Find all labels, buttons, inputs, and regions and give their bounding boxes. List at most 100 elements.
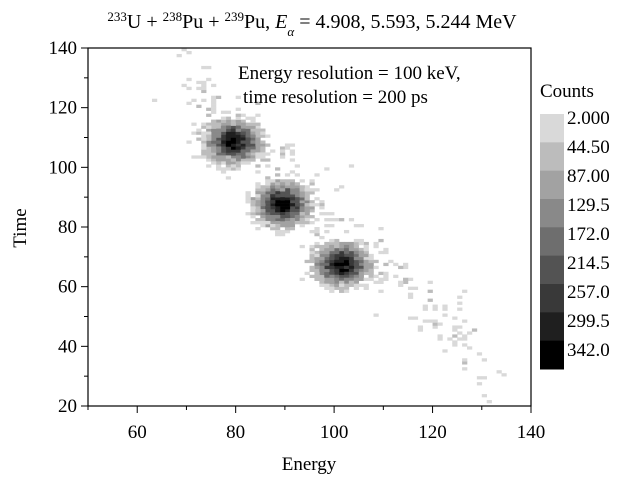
heatmap-cell: [309, 206, 315, 210]
heatmap-cell: [294, 164, 300, 168]
heatmap-cell: [289, 170, 296, 174]
heatmap-cell: [358, 268, 364, 273]
heatmap-cell: [270, 227, 276, 231]
heatmap-cell: [255, 227, 261, 231]
heatmap-cell: [329, 268, 335, 273]
heatmap-cell: [260, 221, 266, 225]
heatmap-cell: [314, 253, 320, 258]
heatmap-cell: [309, 229, 315, 234]
heatmap-cell: [270, 215, 276, 219]
heatmap-cell: [324, 262, 330, 267]
heatmap-cell: [255, 194, 261, 198]
heatmap-cell: [363, 283, 369, 287]
heatmap-cell: [230, 143, 236, 147]
heatmap-cell: [255, 197, 261, 201]
heatmap-cell: [319, 200, 325, 204]
heatmap-cell: [457, 325, 463, 329]
heatmap-cell: [417, 328, 424, 332]
heatmap-cell: [225, 137, 232, 141]
heatmap-cell: [339, 265, 345, 270]
heatmap-cell: [319, 235, 325, 240]
heatmap-cell: [206, 65, 212, 70]
heatmap-cell: [403, 280, 409, 284]
heatmap-cell: [275, 191, 281, 195]
heatmap-cell: [339, 241, 345, 246]
heatmap-cell: [235, 161, 241, 165]
heatmap-cell: [343, 229, 350, 234]
heatmap-cell: [368, 268, 374, 273]
heatmap-cell: [363, 241, 369, 246]
heatmap-cell: [215, 122, 222, 126]
heatmap-cell: [284, 191, 291, 195]
heatmap-cell: [260, 131, 266, 135]
heatmap-cell: [270, 224, 276, 228]
heatmap-cell: [255, 209, 261, 213]
heatmap-cell: [260, 215, 266, 219]
heatmap-cell: [275, 188, 281, 192]
heatmap-cell: [329, 241, 335, 246]
heatmap-cell: [284, 203, 291, 207]
heatmap-cell: [240, 149, 246, 153]
heatmap-cell: [191, 122, 197, 126]
heatmap-cell: [279, 179, 286, 183]
heatmap-cell: [230, 164, 236, 168]
heatmap-cell: [191, 131, 197, 135]
heatmap-cell: [270, 149, 276, 153]
heatmap-cell: [270, 206, 276, 210]
heatmap-cell: [265, 182, 271, 186]
heatmap-cell: [378, 271, 384, 276]
heatmap-cell: [284, 197, 291, 201]
y-tick-label: 100: [49, 157, 78, 178]
heatmap-cell: [363, 271, 369, 276]
heatmap-cell: [151, 98, 158, 102]
heatmap-cell: [250, 203, 256, 207]
heatmap-cell: [289, 188, 296, 192]
heatmap-cell: [255, 206, 261, 210]
heatmap-cell: [353, 262, 360, 267]
heatmap-cell: [393, 262, 399, 267]
heatmap-cell: [314, 256, 320, 261]
heatmap-cell: [299, 194, 305, 198]
heatmap-cell: [334, 277, 340, 281]
heatmap-cell: [225, 134, 232, 138]
heatmap-cell: [245, 122, 251, 126]
heatmap-cell: [319, 244, 325, 249]
heatmap-cell: [230, 128, 236, 132]
heatmap-cell: [363, 247, 369, 252]
heatmap-cell: [250, 221, 256, 225]
heatmap-cell: [324, 247, 330, 252]
heatmap-cell: [220, 149, 227, 153]
heatmap-cell: [363, 259, 369, 264]
heatmap-cell: [462, 289, 468, 293]
heatmap-cell: [363, 250, 369, 255]
colorbar-swatch: [540, 227, 564, 257]
heatmap-cell: [353, 253, 360, 258]
heatmap-cell: [235, 116, 241, 120]
heatmap-cell: [260, 146, 266, 150]
heatmap-cell: [260, 188, 266, 192]
heatmap-cell: [309, 188, 315, 192]
heatmap-cell: [279, 209, 286, 213]
heatmap-cell: [398, 265, 404, 270]
heatmap-cell: [255, 122, 261, 126]
heatmap-cell: [215, 146, 222, 150]
heatmap-cell: [225, 122, 232, 126]
heatmap-cell: [358, 241, 364, 246]
heatmap-cell: [279, 197, 286, 201]
heatmap-cell: [260, 152, 266, 156]
heatmap-cell: [299, 179, 305, 183]
heatmap-cell: [270, 185, 276, 189]
heatmap-cell: [339, 259, 345, 264]
heatmap-cell: [215, 140, 222, 144]
heatmap-cell: [211, 104, 217, 108]
heatmap-cell: [220, 161, 227, 165]
heatmap-cell: [309, 274, 315, 279]
heatmap-cell: [358, 265, 364, 270]
heatmap-cell: [215, 137, 222, 141]
heatmap-cell: [314, 227, 320, 231]
heatmap-cell: [501, 373, 507, 377]
heatmap-cell: [245, 146, 251, 150]
heatmap-cell: [309, 203, 315, 207]
heatmap-cell: [329, 250, 335, 255]
heatmap-cell: [220, 143, 227, 147]
